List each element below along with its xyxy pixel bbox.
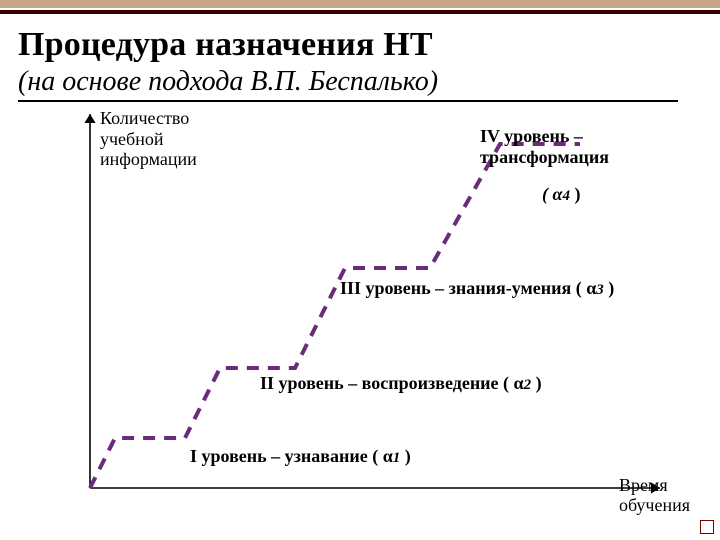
x-axis-label: Время обучения [619, 475, 690, 516]
slide-title: Процедура назначения НТ [18, 26, 433, 64]
slide-subtitle: (на основе подхода В.П. Беспалько) [18, 66, 678, 102]
corner-marker-icon [700, 520, 714, 534]
annotation-level-1: I уровень – узнавание ( α1 ) [190, 446, 411, 467]
annotation-level-4: IV уровень – трансформация [480, 126, 609, 168]
chart-area: Количество учебной информации Время обуч… [60, 108, 680, 510]
top-rule-dark-2 [0, 10, 720, 16]
annotation-level-2: II уровень – воспроизведение ( α2 ) [260, 373, 542, 394]
slide: { "title": "Процедура назначения НТ", "s… [0, 0, 720, 540]
y-axis-label: Количество учебной информации [100, 108, 197, 170]
annotation-level-4-alpha: ( α4 ) [542, 184, 580, 205]
annotation-level-3: III уровень – знания-умения ( α3 ) [340, 278, 614, 299]
